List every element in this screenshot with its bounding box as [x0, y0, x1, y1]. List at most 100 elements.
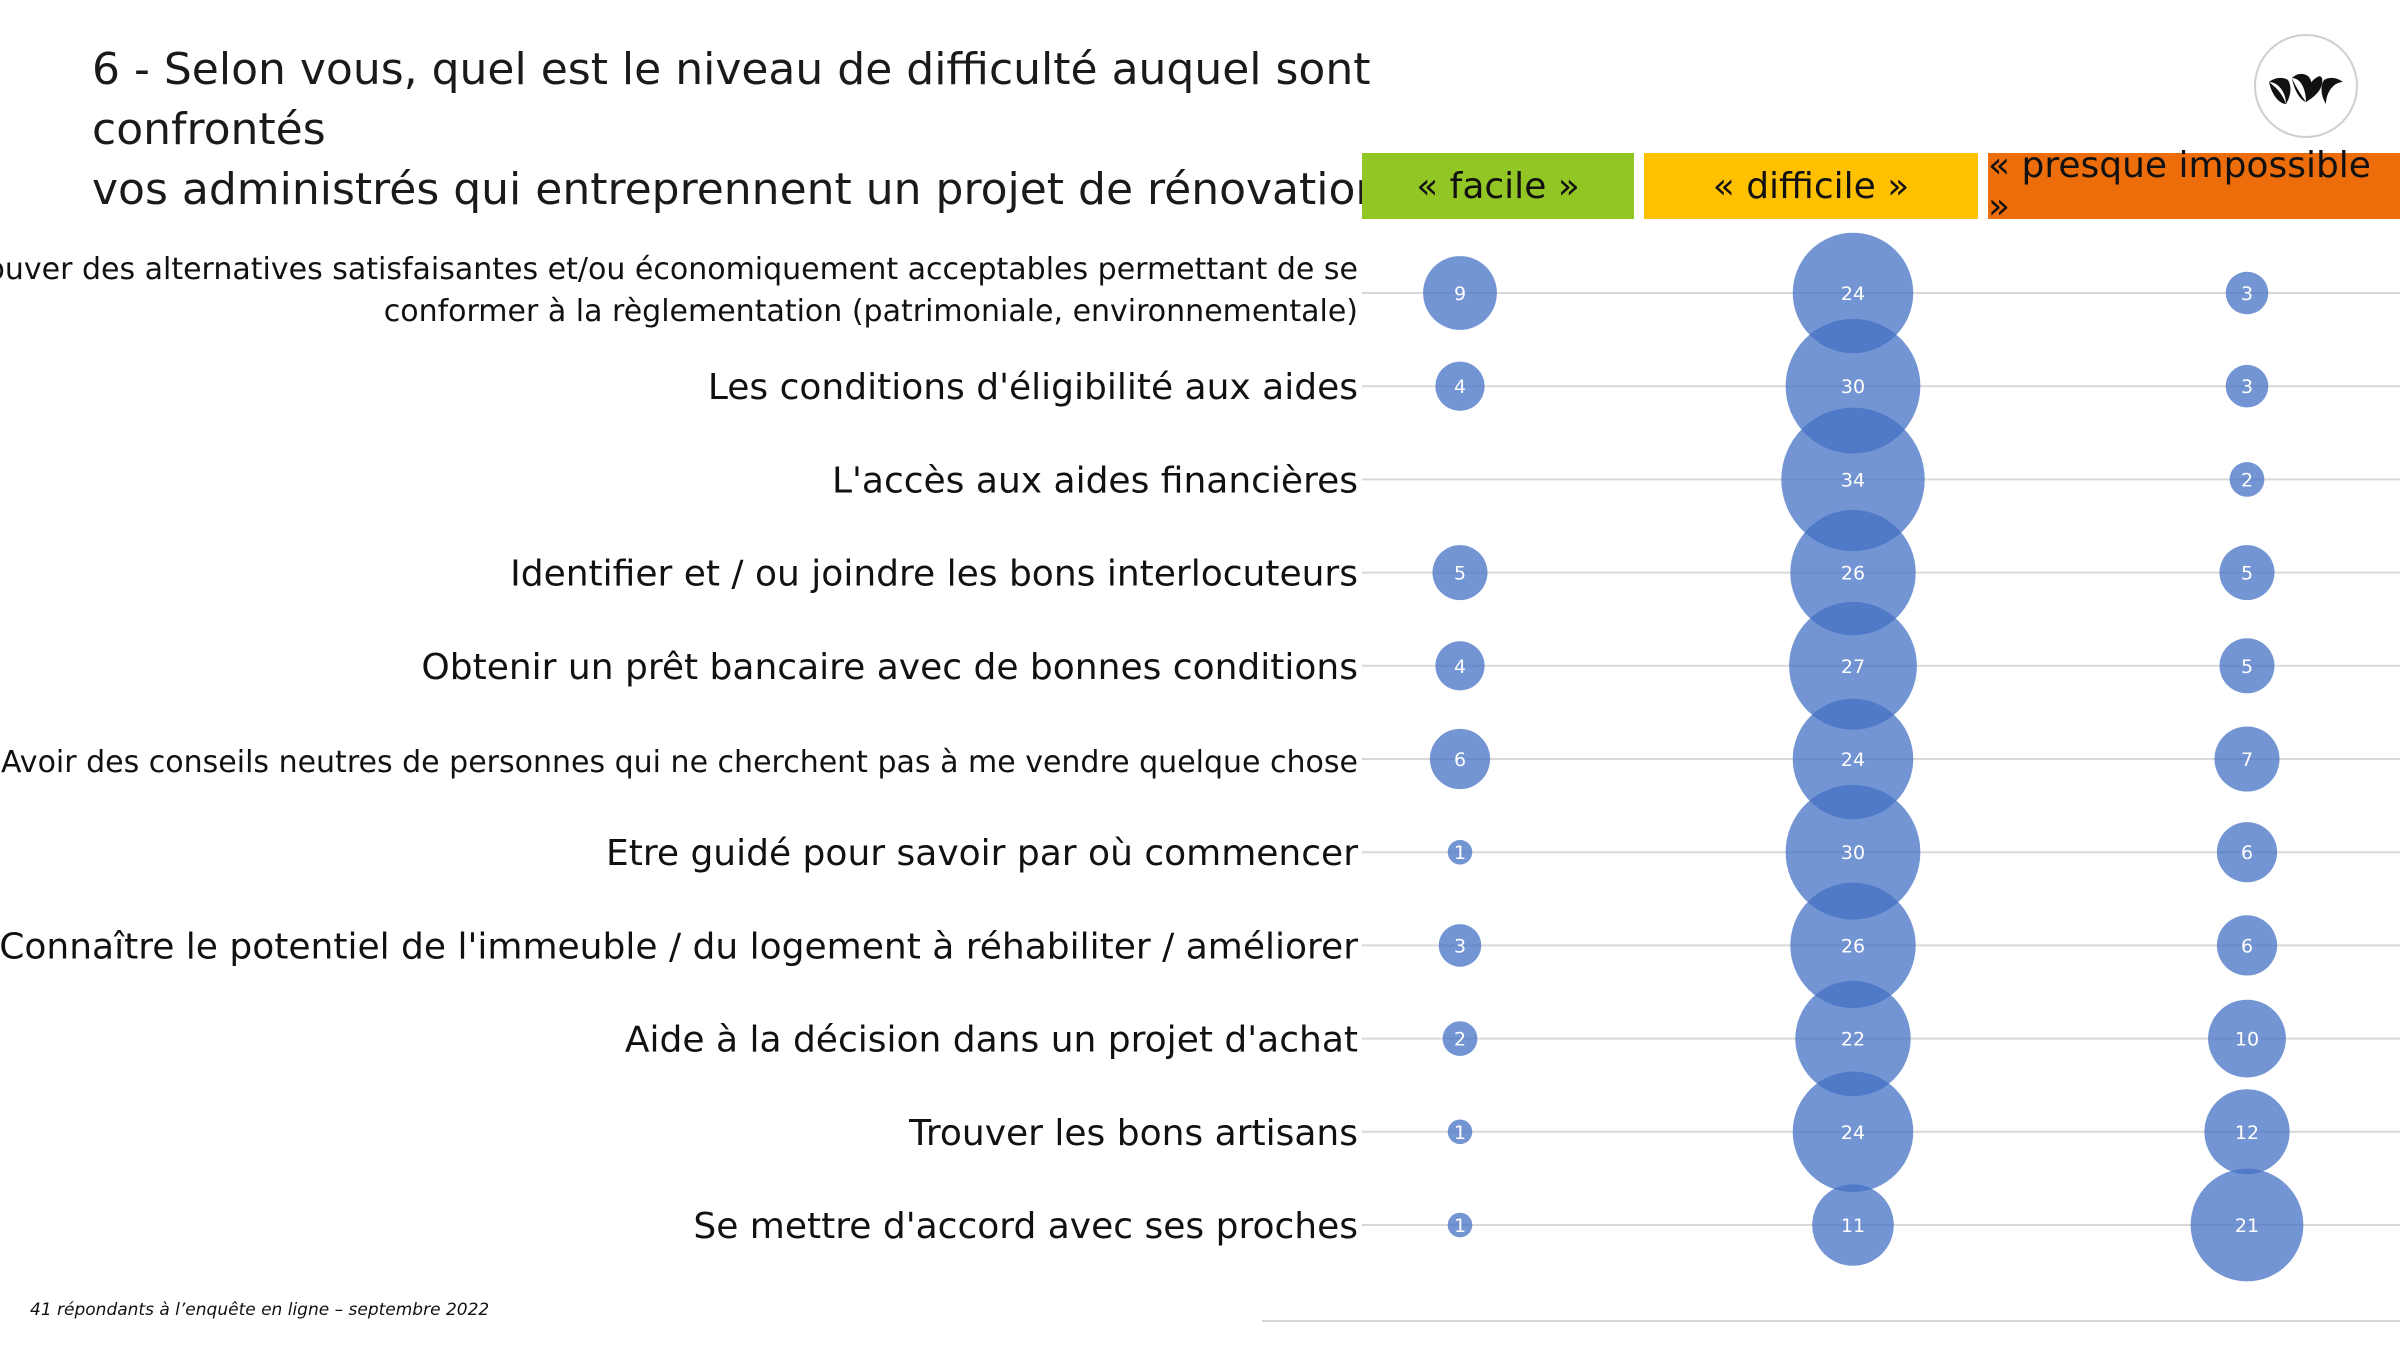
bubble-circle — [2190, 1168, 2304, 1282]
header-presque-impossible: « presque impossible » — [1988, 145, 2400, 227]
header-presque-impossible-label: « presque impossible » — [1988, 145, 2371, 227]
header-facile: « facile » — [1362, 153, 1634, 219]
bubble-value-label: 1 — [1454, 1122, 1466, 1144]
bubbles: 9 24 34 30 334 25 26 54 27 56 24 71 30 63 26 62 22 101 24 1… — [1423, 232, 2304, 1282]
row-label: Se mettre d'accord avec ses proches — [693, 1206, 1358, 1247]
bubble-value-label: 27 — [1841, 656, 1865, 678]
row-label: L'accès aux aides financières — [832, 460, 1358, 501]
page-title: 6 - Selon vous, quel est le niveau de di… — [92, 40, 1532, 220]
row-label: Trouver des alternatives satisfaisantes … — [0, 252, 1358, 287]
bubble-value-label: 6 — [1454, 749, 1466, 771]
bubble-value-label: 1 — [1454, 842, 1466, 864]
bubble-circle — [2216, 822, 2278, 883]
bubble-value-label: 5 — [2241, 563, 2253, 585]
bubble-circle — [2208, 999, 2286, 1078]
bubble-facile: 6 — [1429, 728, 1491, 790]
row-label: Les conditions d'éligibilité aux aides — [708, 367, 1358, 408]
footer-divider — [1262, 1320, 2400, 1322]
row-label: Trouver les bons artisans — [908, 1113, 1358, 1154]
row-label: Connaître le potentiel de l'immeuble / d… — [0, 926, 1358, 967]
bubble-value-label: 6 — [2241, 842, 2253, 864]
bubble-difficile: 11 — [1812, 1184, 1894, 1266]
bubble-value-label: 22 — [1841, 1029, 1865, 1051]
bubble-circle — [1447, 1212, 1473, 1238]
bubble-presque-impossible: 10 — [2208, 999, 2286, 1078]
bubble-value-label: 3 — [2241, 376, 2253, 398]
header-difficile: « difficile » — [1644, 153, 1978, 219]
bubble-circle — [1432, 545, 1488, 601]
row-label: Etre guidé pour savoir par où commencer — [606, 833, 1358, 874]
row-label: Identifier et / ou joindre les bons inte… — [510, 554, 1358, 595]
bubble-value-label: 34 — [1841, 469, 1865, 491]
bubble-presque-impossible: 5 — [2219, 638, 2275, 694]
bubble-circle — [1790, 509, 1916, 636]
bubble-difficile: 24 — [1792, 1071, 1914, 1193]
bubble-circle — [1438, 924, 1482, 967]
bubble-value-label: 10 — [2235, 1029, 2259, 1051]
bubble-value-label: 24 — [1841, 283, 1865, 305]
bubble-circle — [1423, 256, 1497, 330]
bubble-circle — [2219, 545, 2275, 601]
bubble-circle — [1795, 980, 1911, 1097]
bubble-facile: 1 — [1447, 839, 1473, 865]
bubble-circle — [2225, 364, 2269, 408]
bubble-presque-impossible: 6 — [2216, 822, 2278, 883]
bubble-facile: 3 — [1438, 924, 1482, 967]
bubble-circle — [1790, 882, 1916, 1009]
row-labels: Trouver des alternatives satisfaisantes … — [0, 252, 1358, 1247]
bubble-value-label: 4 — [1454, 656, 1466, 678]
footnote: 41 répondants à l’enquête en ligne – sep… — [30, 1300, 490, 1320]
bubble-value-label: 1 — [1454, 1215, 1466, 1237]
bubble-presque-impossible: 6 — [2216, 915, 2278, 976]
bubble-circle — [1781, 407, 1925, 552]
bubble-value-label: 24 — [1841, 1122, 1865, 1144]
bubble-circle — [1447, 839, 1473, 865]
bubble-difficile: 26 — [1790, 509, 1916, 636]
bubble-circle — [1792, 232, 1914, 354]
bubble-circle — [1789, 601, 1917, 730]
bubble-value-label: 30 — [1841, 376, 1865, 398]
bubble-presque-impossible: 3 — [2225, 364, 2269, 408]
bubble-value-label: 12 — [2235, 1122, 2259, 1144]
bubble-circle — [2216, 915, 2278, 976]
bubble-facile: 5 — [1432, 545, 1488, 601]
bubble-value-label: 9 — [1454, 283, 1466, 305]
bubble-circle — [1435, 361, 1485, 411]
leaves-logo-icon — [2254, 34, 2358, 138]
bubble-value-label: 24 — [1841, 749, 1865, 771]
bubble-facile: 1 — [1447, 1212, 1473, 1238]
bubble-facile: 1 — [1447, 1119, 1473, 1145]
bubble-circle — [1812, 1184, 1894, 1266]
title-line-2: vos administrés qui entreprennent un pro… — [92, 164, 1421, 215]
bubble-circle — [1792, 698, 1914, 820]
bubble-value-label: 2 — [1454, 1029, 1466, 1051]
bubble-circle — [2225, 271, 2269, 315]
row-label: Aide à la décision dans un projet d'acha… — [625, 1020, 1358, 1061]
bubble-presque-impossible: 7 — [2214, 726, 2280, 792]
header-facile-label: « facile » — [1416, 165, 1580, 207]
bubble-facile: 4 — [1435, 361, 1485, 411]
bubble-presque-impossible: 12 — [2204, 1089, 2290, 1175]
bubble-difficile: 24 — [1792, 232, 1914, 354]
bubble-value-label: 6 — [2241, 935, 2253, 957]
bubble-difficile: 30 — [1785, 784, 1921, 920]
bubble-difficile: 24 — [1792, 698, 1914, 820]
row-label: conformer à la règlementation (patrimoni… — [384, 294, 1358, 329]
bubble-value-label: 30 — [1841, 842, 1865, 864]
bubble-circle — [1435, 641, 1485, 691]
bubble-value-label: 4 — [1454, 376, 1466, 398]
bubble-circle — [2229, 462, 2265, 497]
bubble-value-label: 21 — [2235, 1215, 2259, 1237]
bubble-presque-impossible: 3 — [2225, 271, 2269, 315]
bubble-value-label: 26 — [1841, 563, 1865, 585]
bubble-value-label: 2 — [2241, 469, 2253, 491]
bubble-circle — [2204, 1089, 2290, 1175]
bubble-presque-impossible: 5 — [2219, 545, 2275, 601]
bubble-value-label: 5 — [2241, 656, 2253, 678]
row-label: Obtenir un prêt bancaire avec de bonnes … — [421, 647, 1358, 688]
bubble-difficile: 34 — [1781, 407, 1925, 552]
bubble-facile: 2 — [1442, 1021, 1478, 1056]
bubble-facile: 9 — [1423, 256, 1497, 330]
bubble-difficile: 26 — [1790, 882, 1916, 1009]
